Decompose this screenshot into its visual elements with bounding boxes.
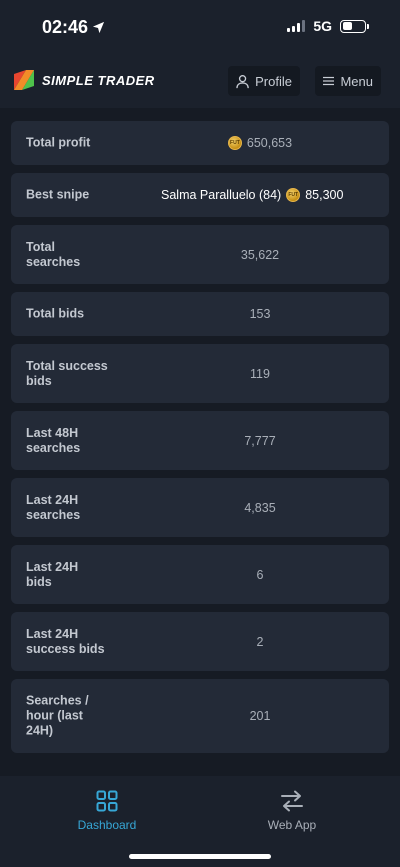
stat-row-total-bids: Total bids 153 bbox=[11, 292, 389, 336]
stat-value: FUT 650,653 bbox=[131, 136, 389, 150]
stat-row-total-success-bids: Total success bids 119 bbox=[11, 344, 389, 403]
stat-value: 2 bbox=[256, 634, 264, 649]
profile-button[interactable]: Profile bbox=[228, 66, 300, 96]
status-time: 02:46 bbox=[42, 17, 105, 38]
coin-icon: FUT bbox=[227, 136, 242, 150]
best-snipe-player: Salma Paralluelo (84) bbox=[161, 188, 282, 202]
stats-list: Total profit FUT 650,653 Best snipe Salm… bbox=[0, 108, 400, 776]
stat-row-total-searches: Total searches 35,622 bbox=[11, 225, 389, 284]
battery-icon bbox=[340, 19, 369, 33]
profile-label: Profile bbox=[255, 73, 292, 89]
stat-label: Total searches bbox=[26, 239, 81, 269]
stat-value: 7,777 bbox=[244, 433, 276, 448]
stat-row-last-48h-searches: Last 48H searches 7,777 bbox=[11, 411, 389, 470]
stat-label: Last 48H searches bbox=[26, 425, 81, 455]
user-icon bbox=[236, 74, 249, 88]
nav-web-app-label: Web App bbox=[267, 818, 317, 832]
app-header: SIMPLE TRADER Profile Menu bbox=[0, 52, 400, 108]
home-indicator[interactable] bbox=[129, 854, 271, 859]
stat-label: Last 24H success bids bbox=[26, 626, 105, 656]
hamburger-icon bbox=[323, 76, 335, 86]
stat-label: Searches / hour (last 24H) bbox=[26, 693, 89, 738]
stat-row-searches-per-hour: Searches / hour (last 24H) 201 bbox=[11, 679, 389, 753]
brand-name: SIMPLE TRADER bbox=[42, 72, 155, 88]
stat-value: 153 bbox=[249, 307, 271, 321]
best-snipe-price: 85,300 bbox=[305, 188, 344, 202]
stat-value: 6 bbox=[256, 567, 264, 582]
brand[interactable]: SIMPLE TRADER bbox=[12, 68, 155, 92]
stat-label: Last 24H searches bbox=[26, 492, 81, 522]
stat-label: Best snipe bbox=[26, 187, 90, 202]
stat-row-last-24h-bids: Last 24H bids 6 bbox=[11, 545, 389, 604]
stat-label: Total bids bbox=[26, 306, 85, 321]
nav-web-app[interactable]: Web App bbox=[232, 790, 352, 832]
menu-button[interactable]: Menu bbox=[315, 66, 381, 96]
bottom-nav: Dashboard Web App bbox=[0, 776, 400, 867]
menu-label: Menu bbox=[340, 73, 373, 89]
stat-value: 35,622 bbox=[240, 247, 280, 262]
stat-value: 4,835 bbox=[244, 500, 276, 515]
status-indicators: 5G bbox=[287, 18, 369, 34]
location-arrow-icon bbox=[92, 21, 105, 34]
stat-row-last-24h-success-bids: Last 24H success bids 2 bbox=[11, 612, 389, 671]
clock-text: 02:46 bbox=[42, 17, 89, 37]
stat-value: 201 bbox=[249, 709, 271, 723]
stat-row-total-profit: Total profit FUT 650,653 bbox=[11, 121, 389, 165]
dashboard-grid-icon bbox=[96, 790, 118, 812]
status-bar: 02:46 5G bbox=[0, 0, 400, 52]
stat-label: Total profit bbox=[26, 135, 91, 150]
stat-value: 119 bbox=[250, 366, 270, 381]
nav-dashboard[interactable]: Dashboard bbox=[47, 790, 167, 832]
swap-arrows-icon bbox=[281, 790, 303, 812]
stat-label: Last 24H bids bbox=[26, 559, 79, 589]
stat-value: Salma Paralluelo (84) FUT 85,300 bbox=[131, 188, 389, 202]
cellular-signal-icon bbox=[287, 20, 306, 32]
network-type: 5G bbox=[313, 18, 332, 34]
coin-icon: FUT bbox=[286, 188, 301, 202]
brand-logo-icon bbox=[14, 70, 34, 90]
stat-row-last-24h-searches: Last 24H searches 4,835 bbox=[11, 478, 389, 537]
nav-dashboard-label: Dashboard bbox=[77, 818, 137, 832]
stat-row-best-snipe: Best snipe Salma Paralluelo (84) FUT 85,… bbox=[11, 173, 389, 217]
stat-label: Total success bids bbox=[26, 358, 108, 388]
